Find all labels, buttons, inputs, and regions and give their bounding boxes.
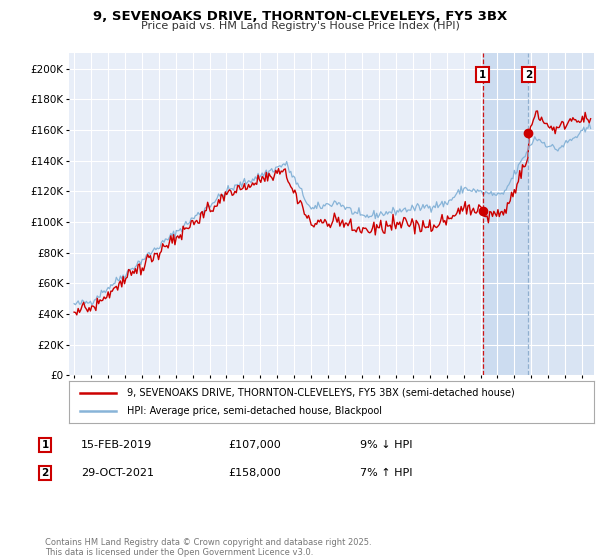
Text: 9, SEVENOAKS DRIVE, THORNTON-CLEVELEYS, FY5 3BX (semi-detached house): 9, SEVENOAKS DRIVE, THORNTON-CLEVELEYS, …	[127, 388, 515, 398]
Text: 15-FEB-2019: 15-FEB-2019	[81, 440, 152, 450]
Text: Price paid vs. HM Land Registry's House Price Index (HPI): Price paid vs. HM Land Registry's House …	[140, 21, 460, 31]
Text: 2: 2	[525, 69, 532, 80]
Text: 7% ↑ HPI: 7% ↑ HPI	[360, 468, 413, 478]
Text: 2: 2	[41, 468, 49, 478]
Text: £158,000: £158,000	[228, 468, 281, 478]
Bar	[482, 53, 529, 375]
Text: HPI: Average price, semi-detached house, Blackpool: HPI: Average price, semi-detached house,…	[127, 406, 382, 416]
Text: 9, SEVENOAKS DRIVE, THORNTON-CLEVELEYS, FY5 3BX: 9, SEVENOAKS DRIVE, THORNTON-CLEVELEYS, …	[93, 10, 507, 23]
Text: £107,000: £107,000	[228, 440, 281, 450]
Text: 1: 1	[41, 440, 49, 450]
Text: 9% ↓ HPI: 9% ↓ HPI	[360, 440, 413, 450]
Text: Contains HM Land Registry data © Crown copyright and database right 2025.
This d: Contains HM Land Registry data © Crown c…	[45, 538, 371, 557]
Text: 1: 1	[479, 69, 486, 80]
Text: 29-OCT-2021: 29-OCT-2021	[81, 468, 154, 478]
Bar	[529, 53, 599, 375]
